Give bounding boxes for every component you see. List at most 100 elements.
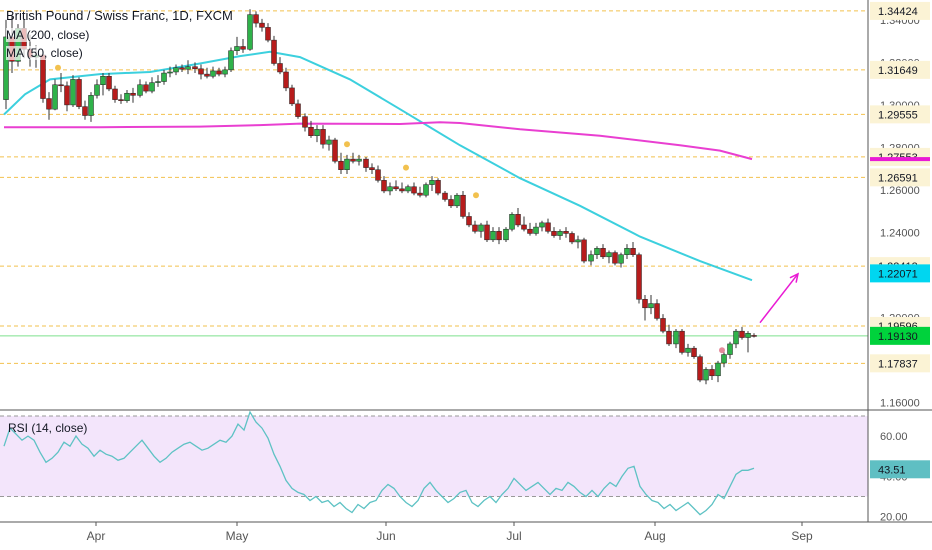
- x-tick-label: Sep: [791, 529, 813, 543]
- candle: [648, 295, 654, 315]
- candle: [265, 23, 271, 43]
- candle-body: [503, 228, 509, 241]
- candle-body: [563, 231, 569, 234]
- candle: [320, 125, 326, 149]
- candle: [563, 227, 569, 238]
- candle-body: [454, 194, 460, 207]
- candle: [411, 182, 417, 196]
- candle: [369, 163, 375, 174]
- candle-body: [472, 224, 478, 232]
- candle: [751, 333, 757, 338]
- candle-body: [52, 84, 58, 110]
- candle: [58, 73, 64, 93]
- candle: [112, 85, 118, 103]
- candle: [399, 182, 405, 194]
- ma50-badge-bg: [870, 264, 930, 283]
- candle: [295, 99, 301, 119]
- candle: [332, 137, 338, 164]
- signal-dot: [719, 347, 725, 354]
- ma50-legend[interactable]: MA (50, close): [6, 46, 83, 60]
- price-tick-label: 1.16000: [880, 397, 920, 409]
- x-tick-label: Apr: [87, 529, 106, 543]
- candle: [137, 79, 143, 98]
- ma200-legend[interactable]: MA (200, close): [6, 28, 90, 42]
- candle: [283, 67, 289, 92]
- candle-body: [46, 98, 52, 110]
- candle-body: [247, 14, 253, 50]
- candle: [356, 154, 362, 166]
- candle: [679, 329, 685, 355]
- candle: [460, 190, 466, 219]
- level-badge: 1.34424: [870, 1, 930, 20]
- candle-body: [155, 81, 161, 83]
- candle: [228, 47, 234, 72]
- level-badge-bg: [870, 105, 930, 124]
- candle-body: [399, 188, 405, 192]
- candle-body: [442, 192, 448, 200]
- level-badge: 1.27553: [870, 147, 930, 166]
- level-badge-label: 1.26591: [878, 172, 918, 184]
- candle-body: [179, 67, 185, 70]
- candle: [666, 324, 672, 347]
- candle-body: [344, 158, 350, 170]
- candle: [179, 64, 185, 72]
- candle: [308, 120, 314, 138]
- level-badge-bg: [870, 60, 930, 79]
- candle-body: [606, 252, 612, 258]
- candle-body: [594, 248, 600, 255]
- candle-body: [240, 46, 246, 50]
- price-panel: [0, 9, 868, 385]
- candle: [155, 75, 161, 87]
- signal-dot: [403, 164, 409, 171]
- candle-body: [363, 158, 369, 168]
- candle: [82, 100, 88, 120]
- candle-body: [648, 303, 654, 309]
- rsi-tick-label: 60.00: [880, 431, 908, 443]
- candle-body: [581, 239, 587, 262]
- rsi-legend[interactable]: RSI (14, close): [8, 421, 88, 435]
- price-badge-label: 1.19130: [878, 331, 918, 343]
- candle-body: [130, 92, 136, 96]
- candle-body: [106, 75, 112, 90]
- level-badge-bg: [870, 354, 930, 373]
- candle-body: [429, 180, 435, 185]
- chart-title: British Pound / Swiss Franc, 1D, FXCM: [6, 8, 233, 23]
- candle-body: [70, 79, 76, 106]
- rsi-value-badge-bg: [870, 460, 930, 479]
- candle-body: [271, 39, 277, 64]
- candle: [405, 184, 411, 194]
- candle: [642, 295, 648, 321]
- candle: [660, 314, 666, 334]
- candle: [715, 360, 721, 383]
- candle-body: [666, 330, 672, 345]
- candle-body: [703, 369, 709, 381]
- candle-body: [356, 158, 362, 162]
- candle-body: [375, 169, 381, 181]
- level-badge-bg: [870, 1, 930, 20]
- candle-body: [673, 330, 679, 345]
- candle: [636, 252, 642, 304]
- candle: [673, 329, 679, 349]
- candle-body: [618, 254, 624, 264]
- candle-body: [149, 82, 155, 92]
- candle: [277, 57, 283, 75]
- candle-body: [727, 343, 733, 355]
- candle-body: [76, 79, 82, 107]
- candle-body: [40, 54, 46, 99]
- candle-body: [697, 356, 703, 381]
- rsi-band: [0, 416, 868, 497]
- candle: [350, 152, 356, 164]
- candle: [618, 252, 624, 268]
- candle-body: [478, 224, 484, 232]
- candle: [46, 92, 52, 120]
- candle: [326, 135, 332, 151]
- candle: [697, 354, 703, 383]
- rsi-value-badge: 43.51: [870, 460, 930, 479]
- candle: [539, 220, 545, 232]
- candle: [594, 246, 600, 259]
- candle-body: [295, 103, 301, 117]
- candle: [381, 176, 387, 194]
- candle: [472, 220, 478, 234]
- candle: [130, 87, 136, 103]
